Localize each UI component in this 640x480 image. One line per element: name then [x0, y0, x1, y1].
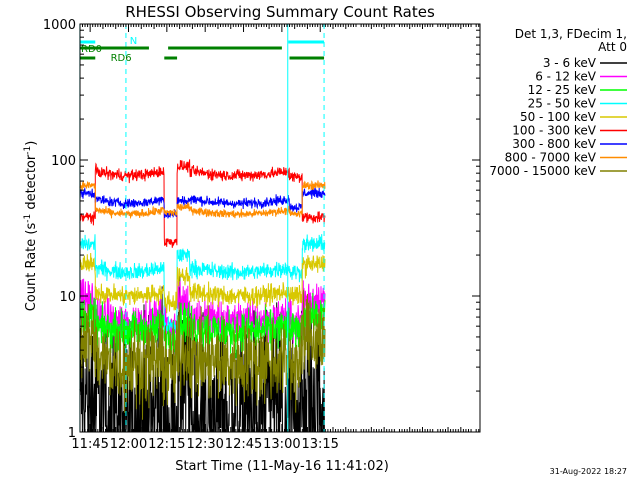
- legend-label-3: 12 - 25 keV: [528, 83, 597, 97]
- x-tick-label-4: 12:30: [186, 437, 223, 452]
- plot-frame: [79, 23, 481, 433]
- legend-label-9: 7000 - 15000 keV: [489, 164, 596, 178]
- legend-label-7: 300 - 800 keV: [512, 137, 596, 151]
- series-line-5: [79, 252, 326, 314]
- legend-header-line-1: Det 1,3, FDecim 1,: [515, 27, 627, 41]
- legend-label-4: 25 - 50 keV: [528, 97, 597, 111]
- series-line-8: [79, 180, 326, 220]
- series-line-7: [79, 186, 326, 219]
- y-tick-label-2: 10: [59, 290, 76, 305]
- footer-timestamp: 31-Aug-2022 18:27: [550, 467, 627, 476]
- legend-header-line-2: Att 0: [598, 40, 627, 54]
- series-line-4: [79, 234, 326, 332]
- chart-title: RHESSI Observing Summary Count Rates: [125, 3, 435, 21]
- legend-label-2: 6 - 12 keV: [535, 70, 597, 84]
- x-tick-label-5: 12:45: [225, 437, 262, 452]
- x-tick-label-1: 11:45: [71, 437, 108, 452]
- legend-label-1: 3 - 6 keV: [543, 56, 597, 70]
- legend-label-6: 100 - 300 keV: [512, 124, 596, 138]
- x-tick-label-2: 12:00: [110, 437, 147, 452]
- y-tick-label-3: 100: [51, 154, 76, 169]
- x-tick-label-6: 13:00: [263, 437, 300, 452]
- flag-label-rd0: RD0: [81, 44, 102, 55]
- series-line-9: [79, 289, 326, 420]
- x-tick-label-7: 13:15: [301, 437, 338, 452]
- legend-label-8: 800 - 7000 keV: [505, 151, 597, 165]
- y-axis-label: Count Rate (s-1 detector-1): [23, 141, 39, 312]
- axes: 1 10 100 1000 11:45 12:00 12:15 12:30 12:45 13:00…: [43, 18, 481, 452]
- x-axis-label: Start Time (11-May-16 11:41:02): [175, 459, 389, 474]
- series-line-6: [79, 159, 326, 248]
- x-tick-label-3: 12:15: [148, 437, 185, 452]
- legend-label-5: 50 - 100 keV: [520, 110, 597, 124]
- flag-label-n: N: [130, 36, 137, 47]
- y-tick-label-4: 1000: [43, 18, 76, 33]
- flag-label-rd6: RD6: [111, 53, 132, 64]
- y-tick-label-1: 1: [68, 426, 76, 441]
